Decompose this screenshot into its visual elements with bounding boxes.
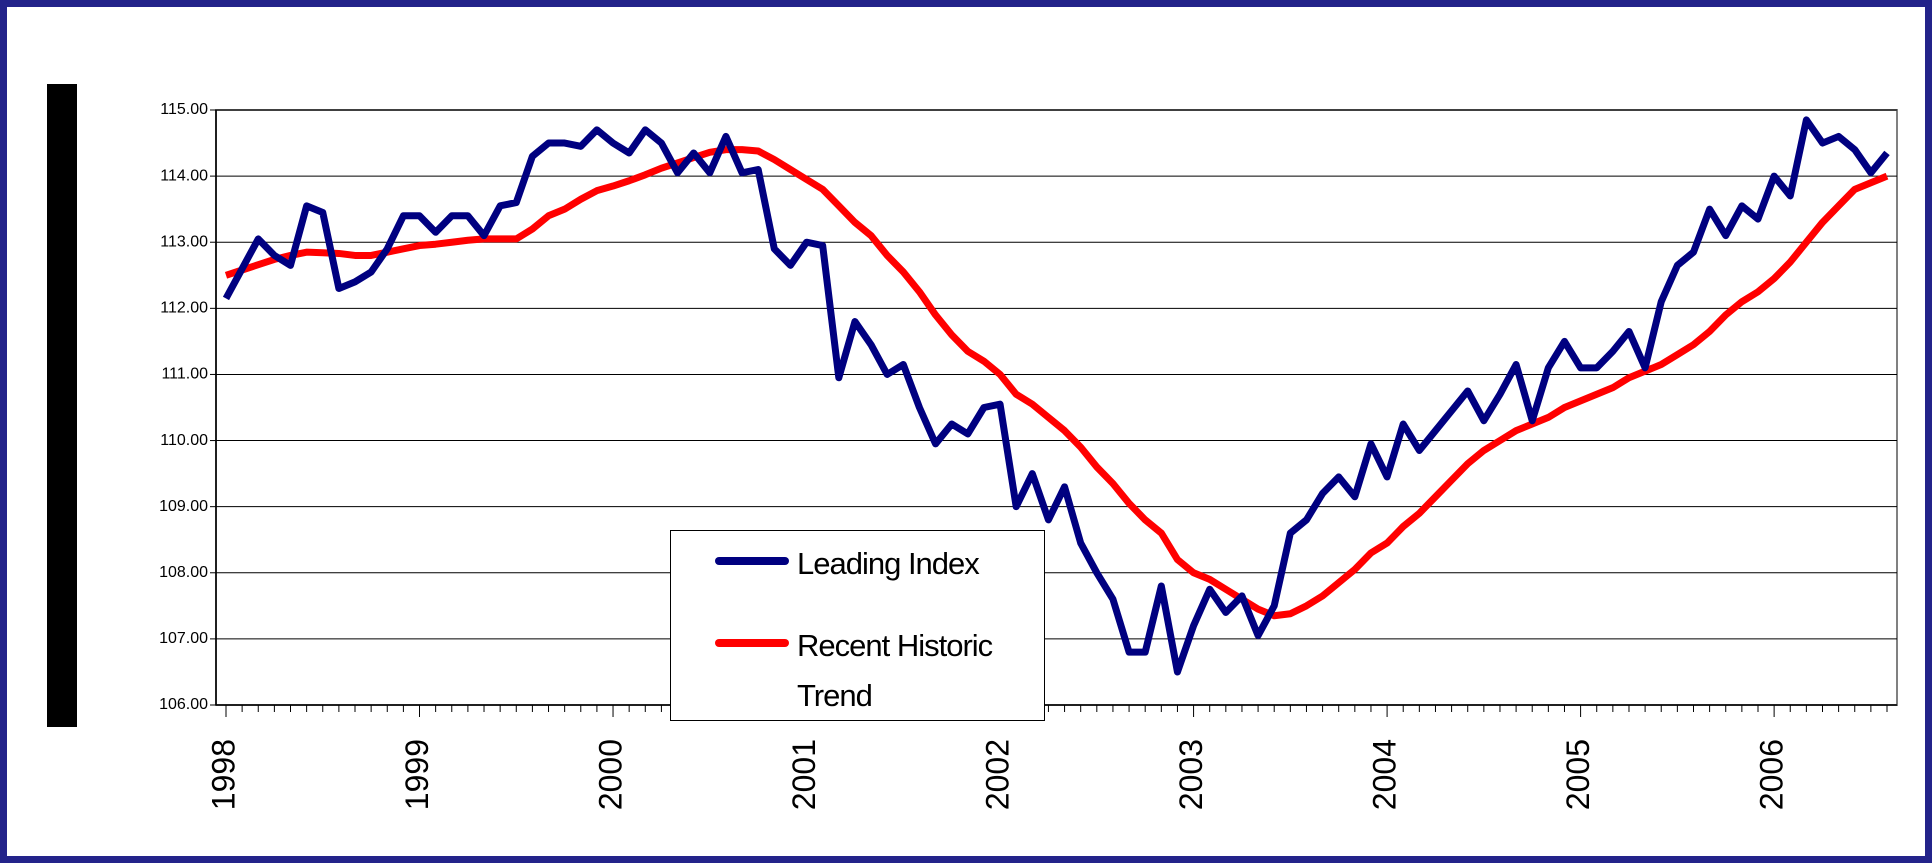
y-tick-label: 110.00 — [160, 432, 208, 449]
y-tick-label: 114.00 — [160, 167, 208, 184]
legend-label: Leading Index — [797, 546, 980, 581]
x-tick-label: 2002 — [980, 739, 1016, 810]
y-tick-label: 115.00 — [160, 101, 208, 118]
legend-item: Leading Index — [715, 539, 1047, 589]
legend-swatch — [715, 557, 789, 565]
plot-area — [215, 109, 1898, 706]
legend-item: Recent Historic Trend — [715, 621, 1047, 720]
x-tick-label: 2003 — [1173, 739, 1209, 810]
y-tick-label: 111.00 — [161, 366, 208, 383]
legend-label: Recent Historic Trend — [797, 628, 993, 713]
series-line — [222, 116, 1890, 676]
y-tick-label: 107.00 — [159, 630, 208, 647]
y-tick-label: 109.00 — [159, 498, 208, 515]
side-bar — [47, 84, 77, 727]
legend-swatch — [715, 639, 789, 647]
x-tick-label: 2001 — [786, 739, 822, 810]
x-tick-label: 1998 — [205, 739, 241, 810]
y-tick-label: 108.00 — [159, 564, 208, 581]
x-tick-label: 2005 — [1560, 739, 1596, 810]
x-tick-label: 1999 — [399, 739, 435, 810]
y-tick-label: 106.00 — [159, 696, 208, 713]
y-tick-label: 113.00 — [160, 233, 208, 250]
y-tick-label: 112.00 — [160, 300, 208, 317]
legend: Leading Index Recent Historic Trend — [670, 530, 1045, 721]
x-tick-label: 2006 — [1754, 739, 1790, 810]
x-tick-label: 2000 — [592, 739, 628, 810]
series-line — [224, 146, 1889, 620]
x-tick-label: 2004 — [1367, 739, 1403, 810]
